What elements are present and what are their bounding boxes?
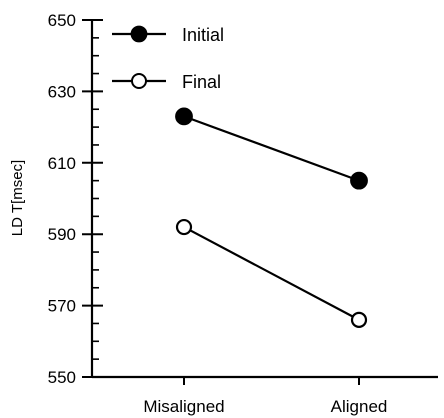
x-axis-group: Misaligned Aligned <box>92 375 438 416</box>
data-point-initial-misaligned <box>175 107 193 126</box>
y-axis-title: LD T[msec] <box>9 160 26 236</box>
y-tick-label-650: 650 <box>48 11 76 30</box>
legend-item-initial: Initial <box>112 25 224 45</box>
legend-initial-label: Initial <box>182 25 224 45</box>
data-point-final-aligned <box>350 311 368 328</box>
series-line-initial <box>183 115 360 182</box>
legend: Initial Final <box>112 25 224 92</box>
legend-item-final: Final <box>112 72 221 92</box>
legend-initial-marker <box>130 25 148 43</box>
data-point-final-misaligned <box>175 218 193 236</box>
y-ticks: 550 570 590 610 630 650 <box>48 11 103 387</box>
plot-area <box>175 107 368 328</box>
y-axis-group: 550 570 590 610 630 650 LD T[msec] <box>9 11 103 387</box>
series-line-final <box>183 226 360 321</box>
y-tick-label-590: 590 <box>48 225 76 244</box>
legend-final-label: Final <box>182 72 221 92</box>
y-tick-label-610: 610 <box>48 154 76 173</box>
legend-final-marker <box>131 73 147 89</box>
x-tick-label-aligned: Aligned <box>331 397 388 416</box>
y-tick-label-570: 570 <box>48 297 76 316</box>
y-tick-label-630: 630 <box>48 82 76 101</box>
data-point-initial-aligned <box>350 171 368 190</box>
y-tick-label-550: 550 <box>48 368 76 387</box>
x-tick-label-misaligned: Misaligned <box>143 397 224 416</box>
